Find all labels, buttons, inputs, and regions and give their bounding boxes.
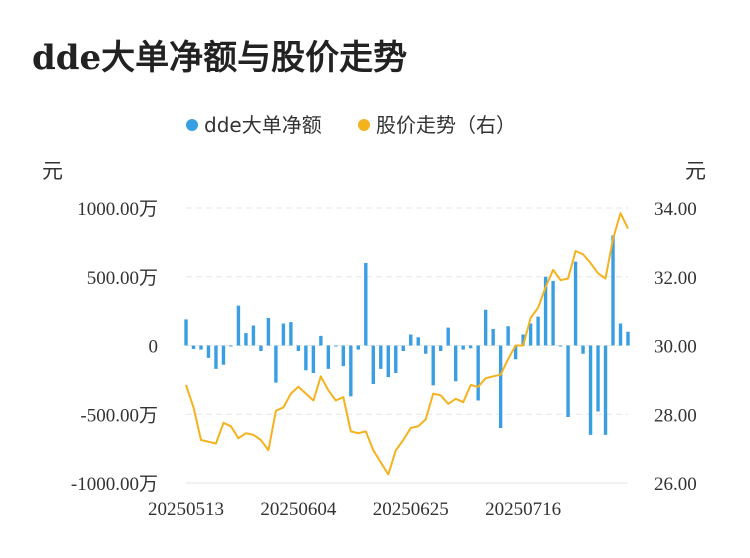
right-axis-unit: 元 [685, 159, 706, 183]
dde-bar [334, 345, 338, 347]
dde-bar [364, 263, 368, 346]
dde-bar [588, 345, 593, 435]
dde-bar [483, 309, 488, 346]
price-line-group [185, 212, 629, 476]
legend-label-price: 股价走势（右） [376, 113, 516, 137]
y-left-tick-label: 0 [149, 337, 159, 358]
dde-bar [424, 345, 428, 354]
dde-bar [558, 345, 563, 347]
y-left-tick-label: 1000.00万 [77, 199, 158, 220]
dde-bar [431, 345, 435, 386]
dde-bar [596, 345, 600, 412]
y-left-tick-label: -1000.00万 [71, 474, 158, 495]
dde-bar [379, 345, 383, 369]
dde-bar [371, 345, 375, 384]
price-line [185, 212, 629, 476]
left-axis-unit: 元 [42, 159, 63, 183]
dde-bar [341, 345, 346, 367]
dde-bar [289, 322, 293, 346]
dde-bar [236, 305, 241, 346]
dde-bar [626, 331, 630, 346]
dde-bar [304, 345, 308, 371]
dde-bar [566, 345, 570, 417]
dde-bar [349, 345, 353, 397]
y-right-tick-label: 32.00 [654, 268, 697, 289]
dde-bar [319, 335, 323, 346]
dde-bar [581, 345, 585, 354]
dde-bar [326, 345, 331, 369]
dde-bar [528, 323, 533, 346]
dde-bar [491, 329, 495, 346]
x-tick-label: 20250625 [373, 499, 449, 520]
dde-bar [221, 345, 226, 365]
dde-bar [446, 327, 450, 346]
dde-bar [513, 345, 518, 360]
dde-bar [468, 345, 473, 349]
x-tick-label: 20250604 [260, 499, 337, 520]
y-right-tick-label: 30.00 [654, 337, 697, 358]
legend: dde大单净额 股价走势（右） [186, 113, 516, 137]
dde-bar [476, 345, 480, 401]
y-left-tick-label: 500.00万 [87, 268, 158, 289]
dde-bar [416, 337, 420, 346]
dde-bar [498, 345, 503, 428]
dde-bar [251, 325, 256, 346]
legend-dot-dde [186, 119, 198, 131]
y-right-tick-label: 26.00 [654, 474, 697, 495]
dde-bar [401, 345, 405, 351]
dde-bar [551, 280, 555, 346]
page-title: dde大单净额与股价走势 [32, 38, 408, 78]
dde-bar [618, 323, 623, 346]
dde-bar [229, 345, 233, 347]
dde-bar [206, 345, 211, 358]
dde-bar [506, 326, 510, 346]
dde-bar [521, 334, 525, 346]
x-tick-label: 20250513 [148, 499, 224, 520]
dde-bar [536, 316, 540, 346]
dde-bar [274, 345, 278, 383]
y-right-tick-label: 28.00 [654, 405, 697, 426]
dde-bar [281, 323, 286, 346]
dde-bar [296, 345, 301, 351]
dde-bar [394, 345, 398, 373]
dde-bar [461, 345, 465, 350]
legend-label-dde: dde大单净额 [204, 113, 322, 137]
dde-bars [184, 235, 630, 435]
dde-bar [453, 345, 458, 382]
dde-bar [386, 345, 390, 378]
y-right-tick-label: 34.00 [654, 199, 697, 220]
dde-bar [214, 345, 218, 369]
dde-bar [543, 276, 548, 346]
x-tick-label: 20250716 [485, 499, 561, 520]
dde-bar [184, 319, 188, 346]
y-left-tick-label: -500.00万 [80, 405, 158, 426]
dde-bar [611, 235, 615, 346]
x-axis-ticks: 20250513 20250604 20250625 20250716 [148, 499, 561, 520]
dde-bar [259, 345, 263, 351]
dde-bar [439, 345, 443, 351]
dde-bar [244, 333, 248, 346]
dde-bar [573, 261, 578, 346]
dde-bar [191, 345, 196, 349]
dde-bar [199, 345, 203, 350]
left-axis-ticks: 1000.00万 500.00万 0 -500.00万 -1000.00万 [71, 199, 158, 495]
right-axis-ticks: 34.00 32.00 30.00 28.00 26.00 [654, 199, 697, 495]
dde-bar [266, 318, 271, 346]
dde-bar [311, 345, 316, 373]
dde-bar [356, 345, 361, 350]
dde-bar [603, 345, 608, 435]
legend-dot-price [358, 119, 370, 131]
dde-bar [409, 334, 413, 346]
